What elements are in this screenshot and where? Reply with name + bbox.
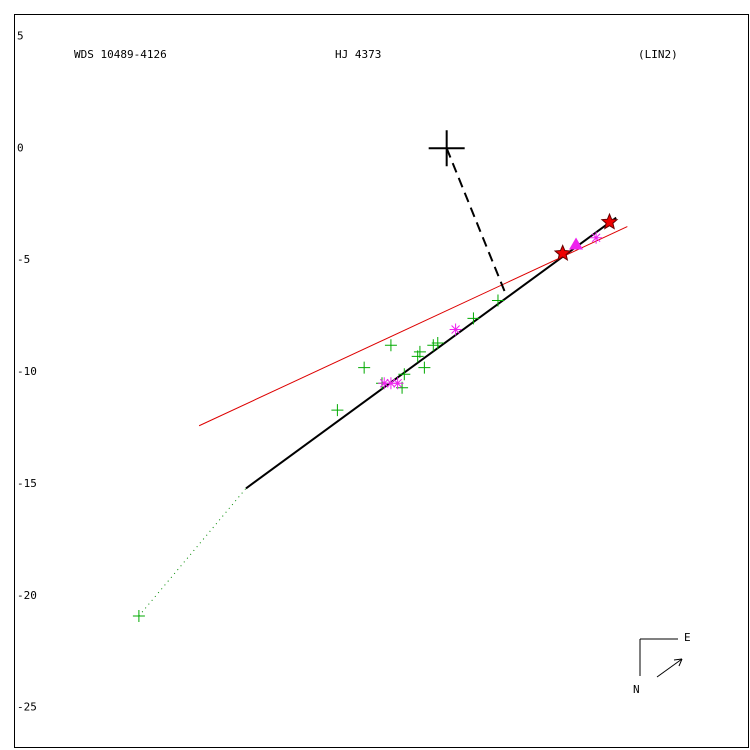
- compass: E N: [633, 631, 691, 696]
- compass-arrow-head: [673, 658, 683, 667]
- origin-cross: [428, 130, 465, 167]
- y-tick-label: -5: [17, 253, 30, 266]
- measure-asterisk: [378, 377, 391, 390]
- measure-asterisk: [590, 231, 603, 244]
- y-tick-label: 0: [17, 141, 24, 154]
- series-line: [138, 488, 247, 617]
- y-tick-label: -25: [17, 701, 37, 714]
- measure-star: [553, 244, 572, 261]
- measure-plus: [491, 294, 504, 307]
- series-line: [198, 226, 628, 427]
- measure-plus: [331, 404, 344, 417]
- measure-plus: [398, 368, 411, 381]
- y-tick-label: -20: [17, 589, 37, 602]
- wds-label: WDS 10489-4126: [74, 48, 167, 61]
- measure-star: [600, 212, 619, 230]
- compass-east: E: [684, 631, 691, 644]
- measure-plus: [413, 345, 426, 358]
- star-name: HJ 4373: [335, 48, 381, 61]
- orbit-ref: (LIN2): [638, 48, 678, 61]
- y-tick-label: -15: [17, 477, 37, 490]
- compass-arrow: [656, 658, 683, 678]
- series-line: [445, 147, 506, 292]
- measure-plus: [467, 312, 480, 325]
- compass-north: N: [633, 683, 640, 696]
- y-tick-label: 5: [17, 29, 24, 42]
- y-tick-label: -10: [17, 365, 37, 378]
- series-line: [245, 216, 617, 490]
- measure-plus: [358, 361, 371, 374]
- measure-plus: [418, 361, 431, 374]
- measure-plus: [431, 336, 444, 349]
- measure-asterisk: [384, 377, 397, 390]
- measure-asterisk: [391, 377, 404, 390]
- measure-triangle: [569, 237, 584, 250]
- plot-frame: [14, 14, 749, 748]
- measure-plus: [384, 339, 397, 352]
- measure-asterisk: [449, 323, 462, 336]
- measure-plus: [132, 609, 145, 622]
